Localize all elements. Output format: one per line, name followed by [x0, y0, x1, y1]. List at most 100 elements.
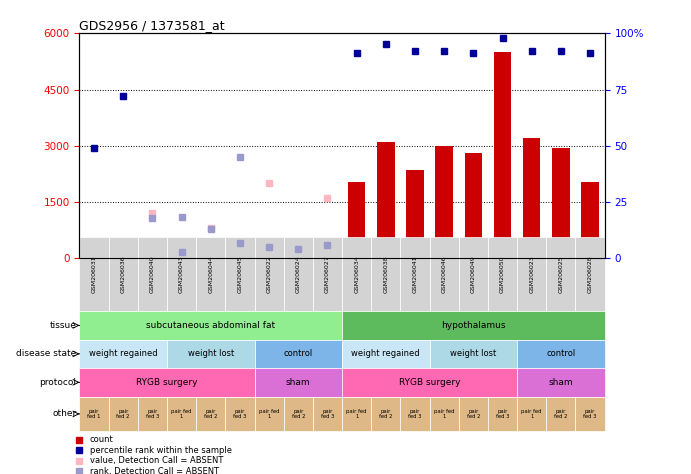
- Text: GSM206034: GSM206034: [354, 255, 359, 293]
- Bar: [115, 253, 132, 258]
- Text: RYGB surgery: RYGB surgery: [399, 378, 460, 387]
- Text: pair
fed 2: pair fed 2: [554, 409, 567, 419]
- Bar: [319, 256, 337, 258]
- Bar: [202, 256, 220, 258]
- Bar: [313, 397, 342, 431]
- Text: GSM206028: GSM206028: [587, 255, 593, 293]
- Bar: [138, 397, 167, 431]
- Text: pair
fed 3: pair fed 3: [408, 409, 422, 419]
- Text: GSM206049: GSM206049: [471, 255, 476, 293]
- Text: pair fed
1: pair fed 1: [346, 409, 367, 419]
- Text: weight regained: weight regained: [89, 349, 158, 358]
- Bar: [108, 397, 138, 431]
- Text: GSM206027: GSM206027: [325, 255, 330, 293]
- Text: pair
fed 1: pair fed 1: [87, 409, 101, 419]
- Text: GSM206024: GSM206024: [296, 255, 301, 293]
- Bar: [138, 237, 167, 311]
- Bar: [254, 340, 342, 368]
- Bar: [430, 340, 517, 368]
- Text: pair
fed 2: pair fed 2: [466, 409, 480, 419]
- Bar: [225, 397, 254, 431]
- Bar: [552, 148, 569, 258]
- Text: RYGB surgery: RYGB surgery: [136, 378, 198, 387]
- Text: GSM206040: GSM206040: [150, 255, 155, 293]
- Text: pair
fed 2: pair fed 2: [379, 409, 392, 419]
- Text: percentile rank within the sample: percentile rank within the sample: [90, 446, 231, 455]
- Text: rank, Detection Call = ABSENT: rank, Detection Call = ABSENT: [90, 467, 219, 474]
- Bar: [371, 397, 400, 431]
- Text: subcutaneous abdominal fat: subcutaneous abdominal fat: [146, 321, 275, 330]
- Text: GSM206022: GSM206022: [267, 255, 272, 293]
- Text: weight lost: weight lost: [451, 349, 496, 358]
- Bar: [284, 397, 313, 431]
- Bar: [313, 237, 342, 311]
- Text: GSM206038: GSM206038: [384, 255, 388, 293]
- Bar: [144, 256, 161, 258]
- Bar: [576, 237, 605, 311]
- Text: protocol: protocol: [39, 378, 77, 387]
- Bar: [342, 237, 371, 311]
- Text: pair fed
1: pair fed 1: [434, 409, 455, 419]
- Bar: [79, 397, 108, 431]
- Bar: [231, 256, 249, 258]
- Bar: [173, 256, 190, 258]
- Text: pair
fed 3: pair fed 3: [496, 409, 509, 419]
- Text: GSM206043: GSM206043: [179, 255, 184, 293]
- Bar: [581, 182, 599, 258]
- Bar: [459, 237, 488, 311]
- Bar: [79, 237, 108, 311]
- Text: sham: sham: [549, 378, 573, 387]
- Text: GSM206050: GSM206050: [500, 255, 505, 293]
- Bar: [377, 142, 395, 258]
- Bar: [284, 237, 313, 311]
- Bar: [79, 340, 167, 368]
- Text: GSM206046: GSM206046: [442, 255, 446, 293]
- Text: count: count: [90, 435, 113, 444]
- Text: GSM206025: GSM206025: [558, 255, 563, 293]
- Text: pair
fed 3: pair fed 3: [146, 409, 159, 419]
- Text: pair
fed 3: pair fed 3: [234, 409, 247, 419]
- Bar: [342, 368, 517, 397]
- Text: GSM206031: GSM206031: [91, 255, 97, 293]
- Bar: [406, 170, 424, 258]
- Text: GSM206036: GSM206036: [121, 255, 126, 293]
- Bar: [459, 397, 488, 431]
- Bar: [167, 237, 196, 311]
- Text: pair fed
1: pair fed 1: [522, 409, 542, 419]
- Text: control: control: [547, 349, 576, 358]
- Bar: [488, 237, 517, 311]
- Text: pair
fed 3: pair fed 3: [321, 409, 334, 419]
- Text: disease state: disease state: [17, 349, 77, 358]
- Bar: [517, 397, 547, 431]
- Text: weight regained: weight regained: [352, 349, 420, 358]
- Bar: [523, 138, 540, 258]
- Bar: [254, 237, 284, 311]
- Text: GSM206044: GSM206044: [208, 255, 214, 293]
- Text: other: other: [53, 410, 77, 419]
- Text: pair
fed 2: pair fed 2: [204, 409, 218, 419]
- Bar: [167, 397, 196, 431]
- Bar: [435, 146, 453, 258]
- Bar: [547, 237, 576, 311]
- Bar: [517, 237, 547, 311]
- Bar: [494, 52, 511, 258]
- Bar: [517, 340, 605, 368]
- Bar: [261, 256, 278, 258]
- Bar: [348, 182, 366, 258]
- Text: tissue: tissue: [50, 321, 77, 330]
- Bar: [547, 397, 576, 431]
- Bar: [225, 237, 254, 311]
- Bar: [290, 256, 307, 258]
- Bar: [342, 340, 430, 368]
- Text: control: control: [284, 349, 313, 358]
- Bar: [400, 397, 430, 431]
- Bar: [342, 397, 371, 431]
- Bar: [196, 237, 225, 311]
- Text: value, Detection Call = ABSENT: value, Detection Call = ABSENT: [90, 456, 223, 465]
- Bar: [488, 397, 517, 431]
- Bar: [430, 397, 459, 431]
- Text: pair
fed 3: pair fed 3: [583, 409, 597, 419]
- Text: weight lost: weight lost: [188, 349, 234, 358]
- Text: hypothalamus: hypothalamus: [441, 321, 506, 330]
- Bar: [371, 237, 400, 311]
